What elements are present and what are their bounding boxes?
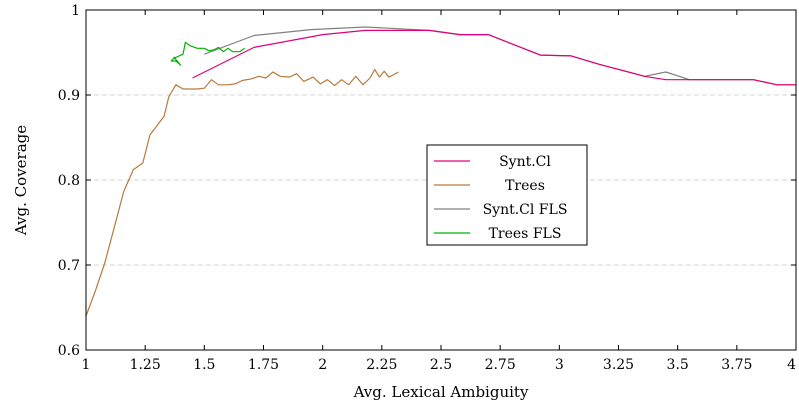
- x-axis-label: Avg. Lexical Ambiguity: [353, 383, 529, 401]
- x-tick-label-9: 3.25: [603, 357, 634, 373]
- legend-box: [426, 144, 588, 246]
- x-tick-label-0: 1: [82, 357, 91, 373]
- legend-label-trees-fls: Trees FLS: [489, 226, 562, 242]
- x-tick-label-8: 3: [555, 357, 564, 373]
- series-line-synt-cl: [192, 29, 796, 86]
- axis-ticks: 0.6 0.7 0.8 0.9 1 1 1.25 1.5 1.75 2 2.25 2.5 2.75 3 3.…: [58, 3, 797, 373]
- series-line-trees-fls: [170, 41, 245, 66]
- y-axis-label: Avg. Coverage: [12, 125, 30, 236]
- y-tick-label-3: 0.9: [58, 88, 80, 104]
- x-tick-label-1: 1.25: [130, 357, 161, 373]
- series-line-synt-cl-fls: [204, 26, 796, 86]
- y-tick-label-4: 1: [71, 3, 80, 19]
- x-tick-label-10: 3.5: [667, 357, 689, 373]
- legend-label-trees: Trees: [505, 178, 545, 194]
- y-tick-label-1: 0.7: [58, 258, 80, 274]
- legend-label-synt-cl: Synt.Cl: [499, 154, 551, 170]
- y-tick-label-2: 0.8: [58, 173, 80, 189]
- x-tick-label-6: 2.5: [430, 357, 452, 373]
- y-tick-label-0: 0.6: [58, 343, 80, 359]
- series-lines: [85, 26, 796, 317]
- x-tick-label-12: 4: [787, 357, 796, 373]
- x-tick-label-5: 2.25: [366, 357, 397, 373]
- x-tick-label-3: 1.75: [248, 357, 279, 373]
- x-tick-label-7: 2.75: [485, 357, 516, 373]
- legend: Synt.Cl Trees Synt.Cl FLS Trees FLS: [426, 144, 588, 246]
- series-line-trees: [85, 68, 399, 317]
- x-tick-label-2: 1.5: [193, 357, 215, 373]
- legend-label-synt-cl-fls: Synt.Cl FLS: [483, 202, 568, 218]
- x-tick-label-11: 3.75: [721, 357, 752, 373]
- x-tick-label-4: 2: [318, 357, 327, 373]
